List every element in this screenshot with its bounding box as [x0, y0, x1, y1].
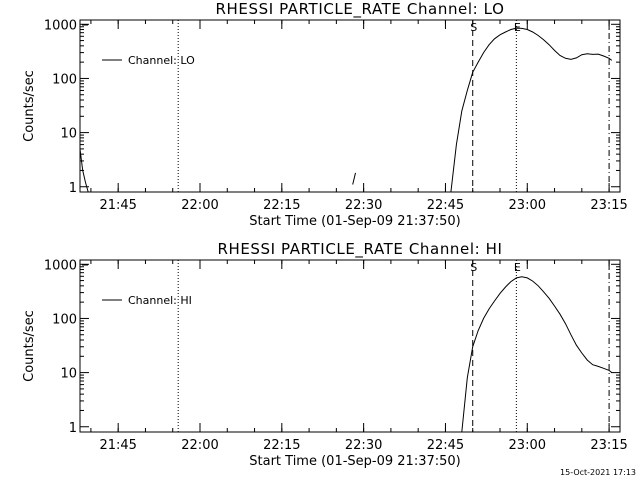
marker-label: E [514, 21, 521, 34]
plot-frame [79, 259, 621, 433]
y-tick-label: 1000 [44, 18, 77, 33]
y-tick-label: 100 [52, 72, 77, 87]
x-axis-label: Start Time (01-Sep-09 21:37:50) [249, 214, 460, 229]
x-tick-label: 21:45 [99, 198, 136, 213]
y-tick-label: 1 [69, 181, 77, 196]
y-tick-label: 10 [60, 127, 77, 142]
series-line [450, 27, 613, 193]
x-tick-label: 22:15 [263, 198, 300, 213]
x-tick-label: 23:15 [590, 438, 627, 453]
x-tick-label: 22:30 [345, 198, 382, 213]
x-axis-label: Start Time (01-Sep-09 21:37:50) [249, 454, 460, 469]
y-axis-label: Counts/sec [22, 70, 37, 142]
y-tick-label: 1000 [44, 258, 77, 273]
x-tick-label: 22:00 [181, 438, 218, 453]
x-tick-label: 21:45 [99, 438, 136, 453]
y-tick-label: 10 [60, 367, 77, 382]
x-tick-label: 23:00 [509, 198, 546, 213]
x-tick-label: 22:00 [181, 198, 218, 213]
x-tick-label: 22:30 [345, 438, 382, 453]
timestamp: 15-Oct-2021 17:13 [560, 468, 636, 477]
chart-title: RHESSI PARTICLE_RATE Channel: HI [217, 240, 502, 259]
x-tick-label: 23:00 [509, 438, 546, 453]
chart-title: RHESSI PARTICLE_RATE Channel: LO [215, 0, 504, 19]
y-tick-label: 1 [69, 421, 77, 436]
plot-frame [79, 19, 621, 193]
series-line [461, 276, 613, 433]
marker-label: S [470, 21, 477, 34]
y-axis-label: Counts/sec [22, 310, 37, 382]
x-tick-label: 22:15 [263, 438, 300, 453]
x-tick-label: 22:45 [427, 438, 464, 453]
x-tick-label: 22:45 [427, 198, 464, 213]
x-tick-label: 23:15 [590, 198, 627, 213]
series-line [352, 172, 356, 185]
chart-panel-2: RHESSI PARTICLE_RATE Channel: HI Counts/s… [22, 240, 628, 469]
legend-label: Channel: HI [128, 294, 192, 307]
legend-label: Channel: LO [128, 54, 195, 67]
y-tick-label: 100 [52, 312, 77, 327]
chart-panel-1: RHESSI PARTICLE_RATE Channel: LO Counts/s… [22, 0, 628, 229]
marker-label: E [514, 261, 521, 274]
series-line [79, 148, 89, 193]
marker-label: S [470, 261, 477, 274]
